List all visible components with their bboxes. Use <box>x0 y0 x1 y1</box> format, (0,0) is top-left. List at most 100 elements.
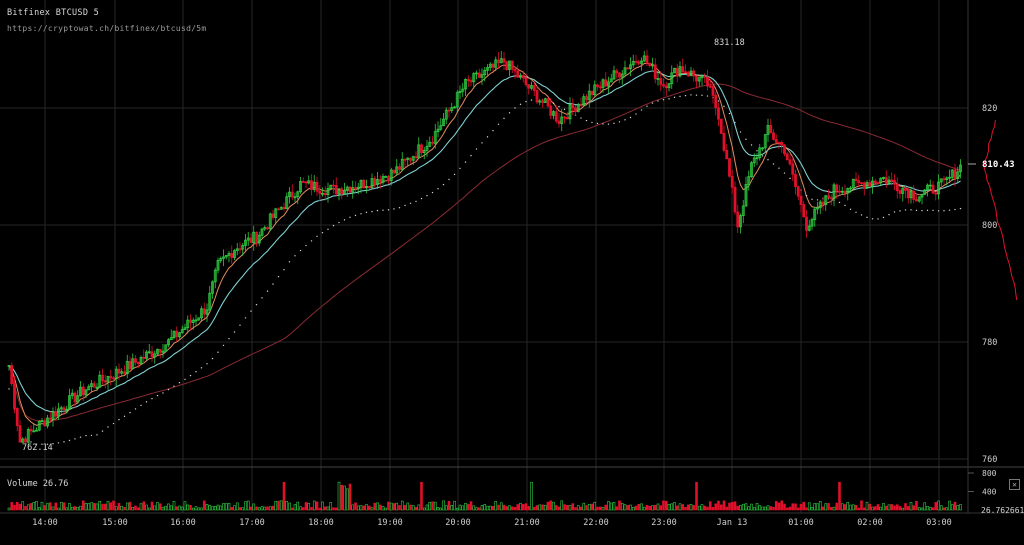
candle-body <box>469 80 473 83</box>
volume-bar <box>662 500 665 511</box>
volume-bar <box>761 506 764 511</box>
volume-bar <box>387 501 390 511</box>
candle-body <box>62 407 66 411</box>
volume-bar <box>238 507 242 511</box>
candle-body <box>609 78 613 83</box>
volume-bar <box>156 502 159 511</box>
close-icon[interactable]: ✕ <box>1009 479 1020 490</box>
candle-body <box>268 213 272 230</box>
volume-bar <box>208 505 212 511</box>
volume-bar <box>557 506 561 511</box>
candle-body <box>640 60 643 64</box>
sar-dot <box>937 210 940 212</box>
candle-body <box>906 190 910 199</box>
candle-body <box>373 178 377 185</box>
candle-body <box>458 90 462 94</box>
volume-bar <box>202 500 206 511</box>
candle-body <box>741 205 745 217</box>
candle-body <box>777 141 781 144</box>
candle-body <box>186 319 190 329</box>
candle-body <box>139 356 143 365</box>
volume-bar <box>791 503 795 511</box>
candle-body <box>923 189 927 195</box>
volume-bar <box>392 503 396 511</box>
candle-body <box>466 78 470 82</box>
candle-body <box>356 186 360 190</box>
volume-bar <box>167 503 170 511</box>
sar-dot <box>398 207 401 209</box>
sar-dot <box>283 268 285 271</box>
candle-body <box>307 180 311 184</box>
x-tick-label: 15:00 <box>102 518 128 528</box>
volume-bar <box>395 502 399 511</box>
candle-body <box>200 308 203 319</box>
volume-bar <box>453 500 456 511</box>
volume-bar <box>65 507 69 511</box>
sar-dot <box>233 331 236 333</box>
sar-dot <box>563 108 566 111</box>
volume-bar <box>788 506 792 511</box>
sar-dot <box>343 219 346 221</box>
candle-body <box>887 179 891 184</box>
sar-dot <box>420 197 423 200</box>
volume-bar <box>560 500 564 511</box>
candle-body <box>587 90 591 101</box>
candle-body <box>565 117 569 120</box>
sar-dot <box>376 209 379 212</box>
volume-bar <box>670 503 674 511</box>
volume-bar <box>527 506 531 511</box>
candle-body <box>623 67 627 75</box>
volume-bar <box>549 500 553 511</box>
candle-body <box>453 106 456 109</box>
chart-url[interactable]: https://cryptowat.ch/bitfinex/btcusd/5m <box>7 24 207 33</box>
volume-bar <box>431 501 434 511</box>
candle-body <box>697 77 701 82</box>
candle-body <box>678 66 682 77</box>
sar-dot <box>442 183 445 186</box>
volume-bar <box>400 500 404 511</box>
sar-dot <box>475 148 478 150</box>
volume-bar <box>466 504 470 511</box>
candle-body <box>549 105 553 116</box>
sar-dot <box>426 194 428 197</box>
volume-bar <box>59 501 63 511</box>
x-tick-label: 23:00 <box>651 518 677 528</box>
volume-bar <box>147 507 151 511</box>
volume-bar <box>835 502 839 511</box>
sar-dot <box>107 426 109 428</box>
volume-bar <box>948 500 951 511</box>
sar-dot <box>767 159 769 161</box>
volume-bar <box>741 503 745 511</box>
candle-body <box>948 176 951 179</box>
volume-bar <box>224 503 228 511</box>
sar-dot <box>162 392 164 394</box>
candle-body <box>213 269 217 283</box>
volume-bar <box>521 504 525 511</box>
volume-bar <box>813 503 817 511</box>
candle-body <box>312 181 316 190</box>
candle-body <box>912 190 916 200</box>
volume-bar <box>763 506 767 511</box>
volume-bar <box>824 503 828 511</box>
candle-body <box>505 61 509 70</box>
candle-body <box>87 386 91 391</box>
volume-bar <box>114 506 118 511</box>
sar-dot <box>112 422 115 425</box>
volume-bar <box>219 505 223 511</box>
volume-bar <box>689 503 693 511</box>
volume-bar <box>123 507 126 511</box>
sar-dot <box>431 191 434 194</box>
volume-bar <box>901 507 905 511</box>
volume-bar <box>640 503 643 511</box>
sar-dot <box>68 439 71 442</box>
volume-bar <box>571 503 575 511</box>
volume-bar <box>502 504 506 511</box>
candle-body <box>230 253 234 258</box>
volume-bar <box>46 503 49 511</box>
volume-bar <box>794 503 797 511</box>
volume-bar <box>172 501 176 511</box>
candle-body <box>766 125 770 135</box>
candle-body <box>290 191 294 198</box>
candle-body <box>216 260 220 271</box>
